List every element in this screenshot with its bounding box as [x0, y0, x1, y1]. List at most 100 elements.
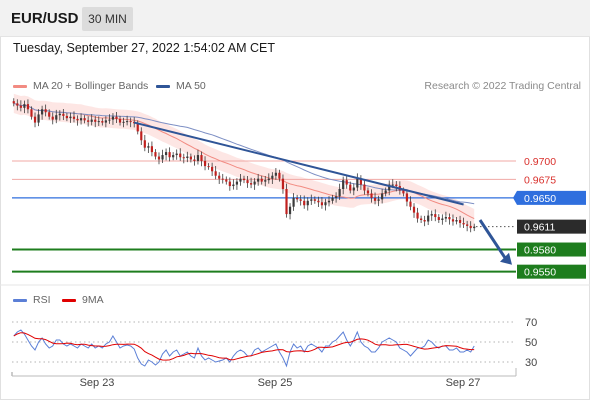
candle-body — [412, 206, 416, 213]
candle-body — [239, 178, 242, 182]
bollinger-swatch — [13, 84, 27, 88]
candle — [437, 214, 440, 223]
legend-9ma: 9MA — [62, 294, 104, 306]
candle — [143, 134, 146, 152]
candle-body — [402, 190, 405, 194]
candle — [349, 181, 352, 194]
candle — [359, 175, 362, 190]
candle-body — [161, 155, 164, 160]
candle — [455, 217, 458, 225]
timestamp: Tuesday, September 27, 2022 1:54:02 AM C… — [13, 41, 275, 55]
candle — [90, 114, 93, 126]
candle — [55, 109, 58, 124]
trend-line — [133, 121, 464, 206]
legend-bollinger: MA 20 + Bollinger Bands — [13, 80, 148, 92]
candle — [444, 211, 447, 223]
candle — [292, 193, 295, 211]
candle — [260, 175, 263, 185]
candle — [225, 176, 228, 185]
candle-body — [267, 178, 270, 181]
candle — [41, 105, 44, 120]
candle-body — [211, 166, 214, 172]
candle-body — [76, 118, 79, 121]
last-price-tag — [517, 219, 586, 234]
candle-body — [16, 103, 19, 106]
candle-body — [349, 184, 352, 191]
candle-body — [427, 215, 430, 222]
candle-body — [143, 140, 146, 148]
candle-body — [331, 197, 334, 201]
candle — [412, 203, 416, 218]
candle — [271, 172, 274, 184]
rsi-tick-30: 30 — [525, 357, 537, 369]
candle-body — [104, 120, 107, 123]
candle — [451, 214, 455, 226]
candle — [164, 148, 168, 161]
candle-body — [317, 200, 320, 203]
candle-body — [249, 183, 253, 185]
candle — [310, 194, 313, 205]
candle-body — [342, 180, 345, 189]
candle-body — [23, 104, 26, 108]
candle — [441, 214, 444, 225]
candle-body — [281, 178, 285, 189]
candle-body — [384, 190, 387, 194]
candle — [228, 177, 231, 191]
candle — [239, 173, 242, 186]
candle — [126, 115, 129, 126]
candle-body — [409, 201, 412, 207]
candle-body — [366, 190, 370, 194]
candle-body — [69, 116, 72, 119]
candle — [175, 149, 178, 160]
candle — [285, 183, 288, 218]
candle — [211, 162, 214, 177]
candle — [264, 176, 267, 187]
rsi-line — [13, 329, 475, 368]
candle-body — [200, 155, 203, 161]
candle — [186, 151, 189, 163]
candle — [420, 215, 423, 223]
candle-body — [182, 157, 185, 159]
candle — [101, 118, 104, 126]
candle-body — [455, 220, 458, 222]
candle — [448, 213, 451, 225]
candle-body — [51, 116, 54, 120]
candle — [65, 112, 68, 122]
candle-body — [313, 199, 316, 201]
candle — [168, 147, 171, 162]
candle-body — [33, 116, 37, 123]
candle — [303, 195, 306, 209]
candle-body — [186, 156, 189, 158]
candle-body — [274, 172, 277, 176]
candle-body — [44, 109, 47, 113]
candle — [16, 99, 19, 111]
candle — [381, 188, 384, 204]
candle — [466, 220, 469, 232]
candle — [274, 168, 277, 180]
symbol-title: EUR/USD — [11, 10, 79, 27]
candle-body — [41, 109, 44, 115]
timeframe-button[interactable]: 30 MIN — [82, 7, 133, 31]
candle-body — [90, 119, 93, 122]
candle-body — [189, 156, 192, 160]
candle — [296, 194, 299, 203]
candle — [473, 223, 476, 232]
candle — [363, 179, 366, 195]
candle-body — [391, 184, 394, 186]
candle-body — [164, 152, 168, 156]
candle-body — [157, 156, 161, 160]
candle-body — [338, 189, 341, 197]
candle-body — [352, 187, 355, 191]
candle-body — [296, 197, 299, 200]
candle — [327, 196, 331, 207]
resistance-label-0-9675: 0.9675 — [524, 174, 556, 186]
x-tick-sep-23: Sep 23 — [80, 377, 115, 389]
candle — [26, 99, 30, 114]
candle-body — [441, 218, 444, 220]
candle — [147, 142, 150, 153]
projection-arrow-shaft — [478, 219, 507, 259]
candle — [356, 173, 359, 192]
candle-body — [271, 175, 274, 179]
candle — [140, 127, 143, 146]
candle-body — [193, 159, 196, 161]
